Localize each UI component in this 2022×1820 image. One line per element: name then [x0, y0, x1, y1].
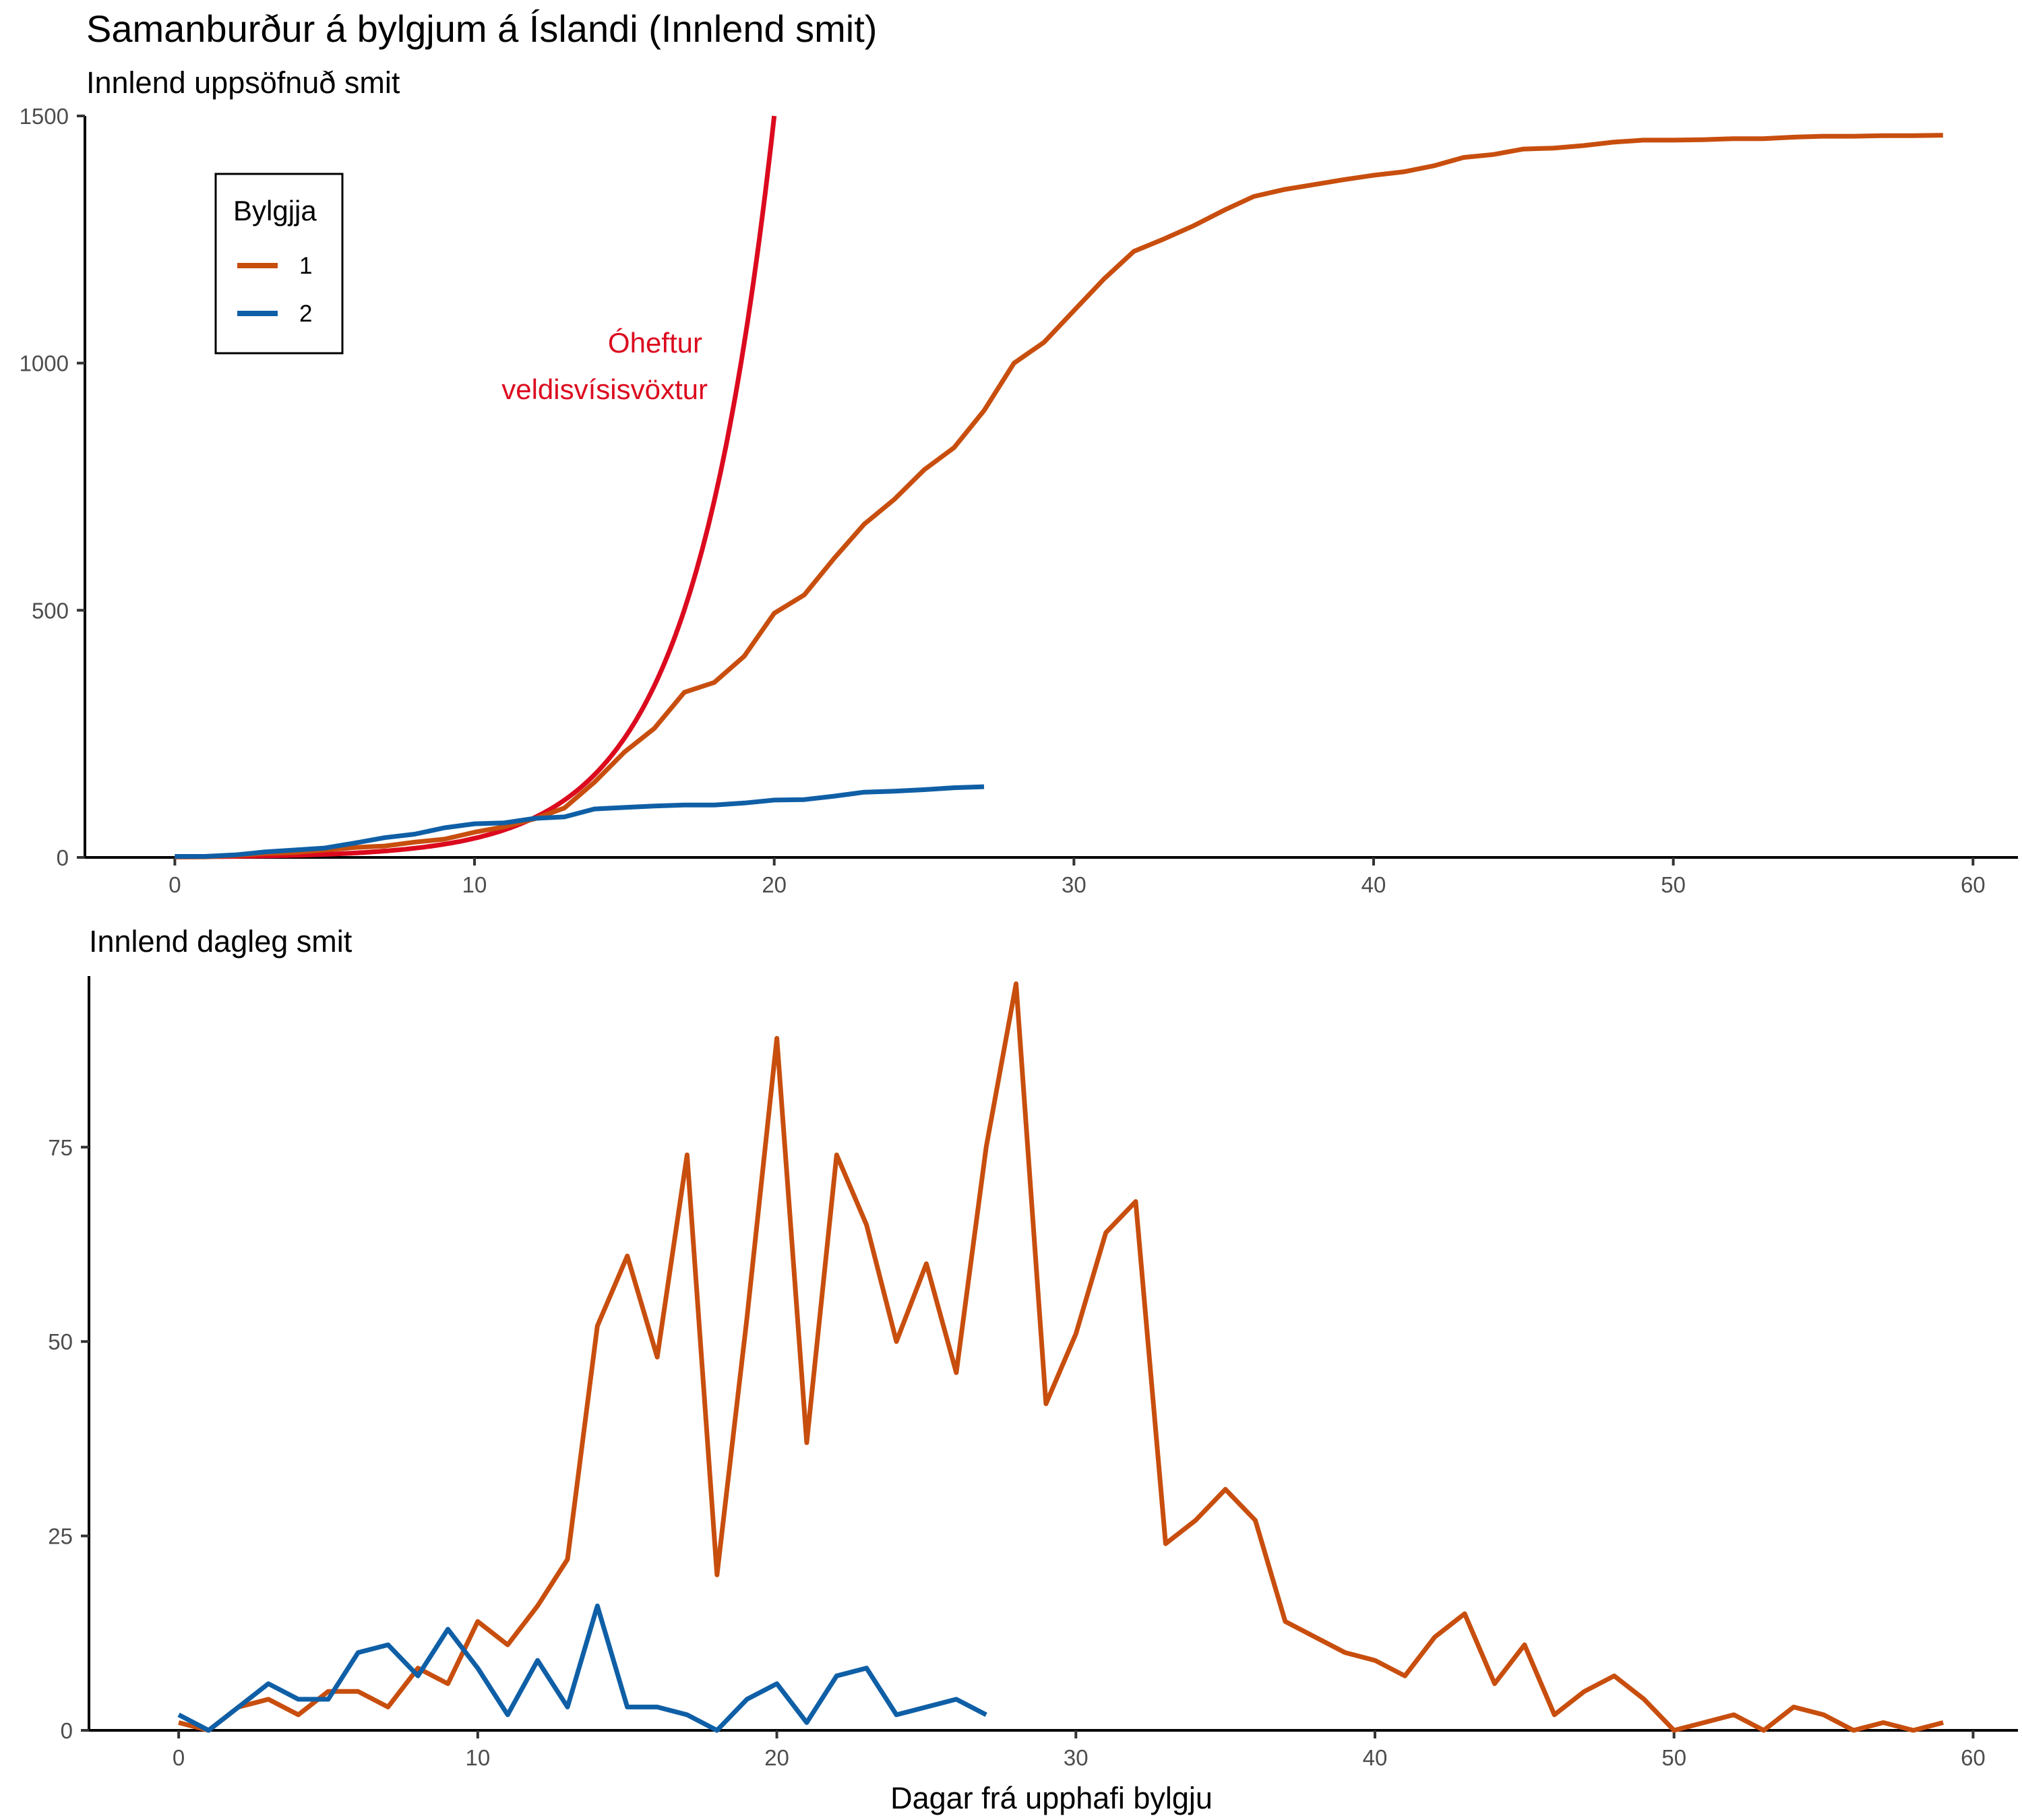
y-tick-label-daily: 25 [48, 1524, 73, 1549]
annotation-line-2: veldisvísisvöxtur [501, 373, 708, 405]
y-tick-label-cumulative: 1000 [20, 351, 69, 376]
y-tick-label-cumulative: 0 [57, 845, 69, 870]
axes-cumulative: 0 10 20 30 40 50 60 0 500 1000 1500 [20, 104, 2018, 897]
x-tick-label-daily: 20 [764, 1745, 789, 1770]
x-tick-label-cumulative: 30 [1062, 872, 1086, 897]
y-tick-label-daily: 50 [48, 1329, 73, 1354]
series-line-wave-2-daily [177, 1603, 987, 1733]
panel-daily: Innlend dagleg smit 0 10 20 30 40 50 60 0 25 50 75… [48, 924, 2018, 1815]
plot-area-cumulative [175, 115, 1943, 859]
annotation-line-1: Óheftur [608, 327, 702, 359]
series-line-wave-1-daily [178, 981, 1944, 1733]
y-tick-label-daily: 75 [48, 1135, 73, 1160]
x-tick-label-daily: 40 [1363, 1745, 1388, 1770]
x-tick-label-daily: 10 [465, 1745, 490, 1770]
legend-title: Bylgjja [233, 195, 317, 226]
y-tick-label-cumulative: 1500 [20, 104, 69, 129]
axes-daily: 0 10 20 30 40 50 60 0 25 50 75 [48, 976, 2018, 1770]
x-tick-label-cumulative: 0 [168, 872, 181, 897]
panel-title-cumulative: Innlend uppsöfnuð smit [86, 65, 400, 100]
series-line-exponential [175, 115, 777, 859]
y-tick-label-daily: 0 [61, 1718, 73, 1743]
x-tick-label-cumulative: 60 [1961, 872, 1986, 897]
x-tick-label-daily: 30 [1064, 1745, 1089, 1770]
legend-box [214, 173, 344, 355]
legend: Bylgjja 1 2 [214, 173, 344, 355]
x-tick-label-daily: 60 [1961, 1745, 1986, 1770]
x-tick-label-cumulative: 50 [1661, 872, 1686, 897]
x-tick-label-daily: 50 [1661, 1745, 1686, 1770]
panel-cumulative: Innlend uppsöfnuð smit 0 10 20 30 40 50 60 0 500… [20, 65, 2018, 897]
series-line-wave-1-cumulative [175, 133, 1943, 859]
x-tick-label-cumulative: 10 [462, 872, 487, 897]
legend-label-1: 1 [299, 253, 312, 279]
x-tick-label-cumulative: 20 [762, 872, 787, 897]
plot-area-daily [177, 981, 1944, 1733]
x-tick-label-daily: 0 [173, 1745, 185, 1770]
panel-title-daily: Innlend dagleg smit [89, 924, 353, 959]
x-tick-label-cumulative: 40 [1361, 872, 1386, 897]
y-tick-label-cumulative: 500 [32, 598, 69, 623]
series-line-wave-2-cumulative [175, 784, 985, 859]
figure-title: Samanburður á bylgjum á Íslandi (Innlend… [86, 7, 877, 50]
x-axis-title: Dagar frá upphafi bylgju [890, 1781, 1213, 1815]
legend-label-2: 2 [299, 301, 312, 327]
